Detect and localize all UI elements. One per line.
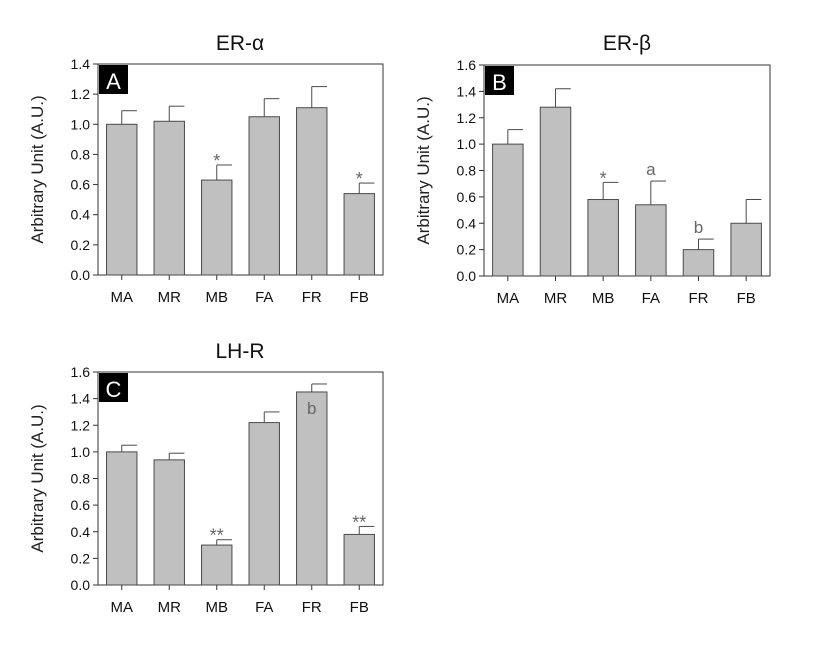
significance-label: *	[213, 151, 220, 171]
bar	[343, 533, 375, 586]
x-tick-label: FB	[350, 599, 369, 616]
x-tick-label: FR	[302, 289, 322, 306]
bar	[153, 120, 185, 276]
y-tick-label: 0.4	[71, 207, 91, 223]
bar	[492, 143, 524, 277]
bar	[587, 199, 619, 277]
x-tick-label: FA	[642, 290, 660, 307]
y-tick-label: 0.6	[71, 497, 91, 513]
plot-frame	[483, 64, 771, 277]
bar	[248, 422, 280, 586]
x-tick-label: MB	[206, 599, 229, 616]
panel-badge	[99, 373, 128, 402]
bar	[296, 107, 328, 276]
y-tick-label: 0.2	[457, 242, 477, 258]
x-tick-label: FB	[350, 289, 369, 306]
panel-letter: C	[106, 377, 122, 402]
significance-label: b	[307, 399, 316, 418]
bar	[635, 204, 667, 277]
x-tick-label: MR	[158, 289, 181, 306]
x-tick-label: FR	[689, 290, 709, 307]
y-tick-label: 1.2	[71, 417, 91, 433]
chart-title: ER-β	[603, 32, 651, 55]
x-tick-label: MA	[111, 289, 134, 306]
y-tick-label: 1.4	[71, 391, 91, 407]
bar	[539, 106, 572, 277]
y-tick-label: 0.8	[457, 163, 477, 179]
panel-badge	[485, 66, 514, 95]
y-tick-label: 1.6	[71, 364, 91, 380]
y-tick-label: 1.2	[71, 86, 91, 102]
y-tick-label: 0.2	[71, 237, 91, 253]
x-tick-label: MB	[206, 289, 229, 306]
y-tick-label: 1.0	[71, 116, 91, 132]
bar	[201, 179, 233, 276]
bar	[682, 249, 715, 277]
bar	[153, 459, 185, 586]
x-tick-label: FB	[737, 290, 756, 307]
y-tick-label: 0.4	[71, 524, 91, 540]
x-tick-label: FR	[302, 599, 322, 616]
y-tick-label: 0.8	[71, 146, 91, 162]
x-tick-label: MA	[111, 599, 134, 616]
x-tick-label: FA	[255, 599, 273, 616]
y-axis-label: Arbitrary Unit (A.U.)	[28, 95, 47, 243]
chart-title: LH-R	[215, 340, 264, 363]
significance-label: **	[210, 526, 224, 546]
chart-panel-a: ER-α A 0.0 0.2 0.4 0.6 0.8 1.0 1.2 1.4 Arbitrary U…	[28, 32, 384, 306]
significance-label: *	[356, 169, 363, 189]
x-tick-label: MR	[158, 599, 181, 616]
y-tick-label: 0.6	[71, 177, 91, 193]
x-tick-label: FA	[255, 289, 273, 306]
y-axis-label: Arbitrary Unit (A.U.)	[414, 96, 433, 244]
y-tick-label: 0.0	[71, 577, 91, 593]
significance-label: b	[694, 218, 703, 237]
significance-label: **	[352, 512, 366, 532]
plot-frame	[97, 63, 384, 276]
bar	[730, 222, 762, 277]
significance-label: *	[600, 168, 607, 188]
y-tick-label: 0.0	[457, 268, 477, 284]
x-tick-label: MB	[592, 290, 615, 307]
y-tick-label: 0.0	[71, 267, 91, 283]
bar	[106, 451, 138, 586]
y-tick-label: 1.0	[457, 136, 477, 152]
y-tick-label: 0.2	[71, 550, 91, 566]
bar	[343, 193, 375, 276]
x-tick-label: MA	[497, 290, 520, 307]
chart-panel-b: ER-β B 0.0 0.2 0.4 0.6 0.8 1.0 1.2 1.4 1.6 Arbitrar…	[414, 32, 771, 307]
bar	[201, 544, 233, 586]
y-tick-label: 1.2	[457, 110, 477, 126]
panel-badge	[99, 65, 128, 94]
bar	[106, 123, 138, 276]
panel-letter: B	[492, 70, 507, 95]
y-tick-label: 1.4	[71, 56, 91, 72]
y-tick-label: 0.6	[457, 189, 477, 205]
y-tick-label: 1.0	[71, 444, 91, 460]
x-tick-label: MR	[544, 290, 567, 307]
y-axis-label: Arbitrary Unit (A.U.)	[28, 404, 47, 552]
chart-panel-c: LH-R C 0.0 0.2 0.4 0.6 0.8 1.0 1.2 1.4 1.6 Arbitrar…	[28, 340, 384, 616]
y-tick-label: 0.4	[457, 215, 477, 231]
y-tick-label: 0.8	[71, 471, 91, 487]
panel-letter: A	[106, 69, 121, 94]
bar	[296, 391, 328, 586]
bar	[248, 116, 280, 276]
plot-frame	[97, 371, 384, 586]
y-tick-label: 1.4	[457, 83, 477, 99]
significance-label: a	[646, 160, 656, 179]
chart-title: ER-α	[216, 32, 264, 55]
y-tick-label: 1.6	[457, 57, 477, 73]
